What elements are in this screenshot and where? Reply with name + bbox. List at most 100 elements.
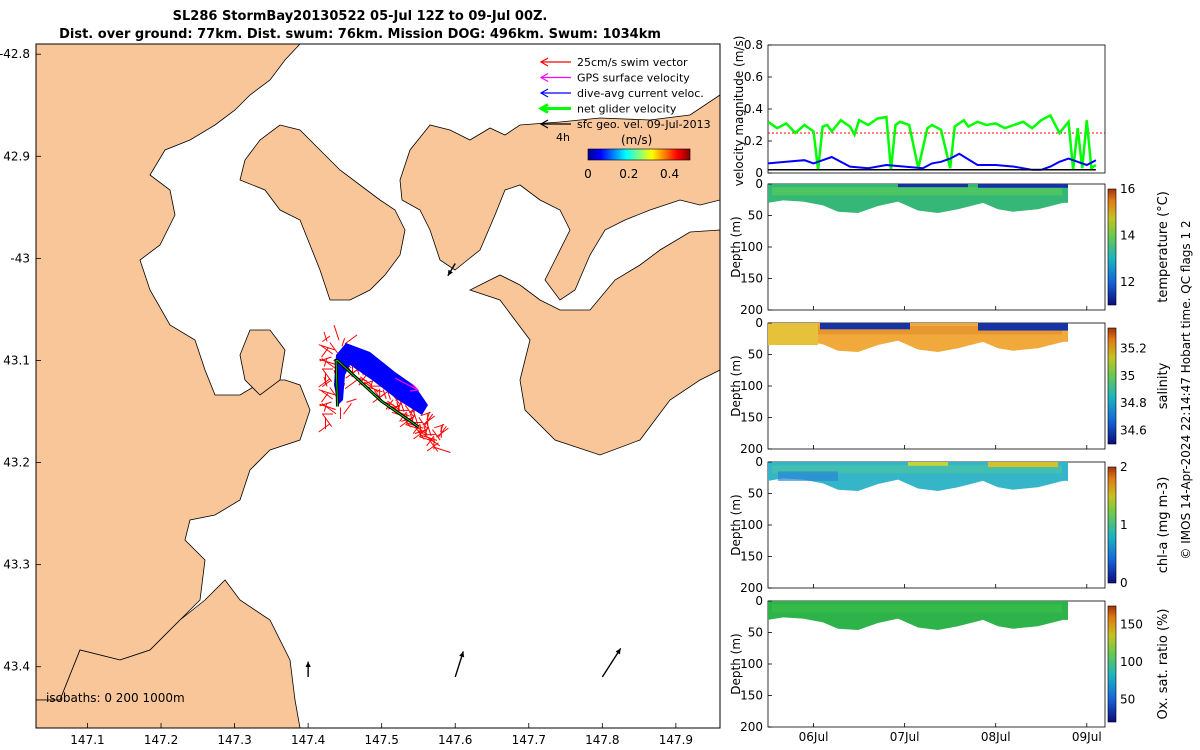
section-y-tick-label: 200 [740,442,763,456]
map-colorbar-ticks: 0 0.2 0.4 [584,167,679,181]
time-axis-tick-label: 09Jul [1072,730,1102,744]
map-y-tick-label: 43.3 [3,558,30,572]
swim-vector-arrow [319,356,332,362]
legend-arrowhead [539,72,549,83]
section-y-tick-label: 150 [740,689,763,703]
section-colorbar-tick-label: 2 [1120,460,1128,474]
section-colorbar-tick-label: 34.6 [1120,423,1147,437]
section-colorbar-label: salinity [1156,362,1171,409]
swim-vector-arrow [318,423,331,433]
section-surface-layer [978,184,1068,188]
swim-vector-arrow [318,378,331,388]
section-subsurface-layer [778,471,838,481]
section-surface-layer [988,462,1058,468]
section-y-tick-label: 200 [740,303,763,317]
section-y-tick-label: 200 [740,720,763,734]
time-label: 4h [556,131,570,144]
section-colorbar-tick-label: 1 [1120,518,1128,532]
legend-entry: dive-avg current veloc. [539,87,704,100]
velocity-y-tick-label: 0.6 [744,70,763,84]
swim-vector-arrow [426,442,439,452]
swim-vector-arrow [404,404,414,417]
swim-vector-arrow [321,358,337,370]
map-x-ticks: 147.1 147.2 147.3 147.4 147.5 147.6 147.7 147.8… [70,723,693,747]
inlet-east [468,229,720,456]
time-axis-tick-label: 06Jul [799,730,829,744]
section-surface-fresh [820,323,910,330]
legend-entry: sfc geo. vel. 09-Jul-2013 [539,118,711,131]
map-x-tick-label: 147.9 [659,733,693,747]
net-glider-velocity-track [335,360,419,428]
swim-vector-arrow [321,403,337,415]
section-y-tick-label: 50 [748,348,763,362]
swim-vector-arrow [343,403,352,415]
legend-label: sfc geo. vel. 09-Jul-2013 [577,118,711,131]
swim-vector-arrow [321,392,329,403]
swim-vector-arrow [434,424,445,429]
map-colorbar-tick-label: 0 [584,167,592,181]
swim-vector-arrow [363,381,379,393]
velocity-series-line [768,113,1097,171]
velocity-series [768,113,1097,171]
swim-vector-arrow [414,429,427,434]
swim-vector-arrow [380,390,389,398]
map-x-tick-label: 147.7 [512,733,546,747]
swim-vector-arrow [425,420,432,437]
section-colorbar-tick-label: 100 [1120,655,1143,669]
section-colorbar-tick-label: 34.8 [1120,396,1147,410]
section-surface-layer [898,184,968,188]
section-y-tick-label: 100 [740,379,763,393]
island-south [239,329,286,396]
legend-entry: GPS surface velocity [539,72,690,85]
section-panel: 0 50 100 150 200 Depth (m) 12 14 16 temperature (… [729,177,1171,317]
coast-southwest [36,579,301,728]
section-colorbar-tick-label: 35.2 [1120,341,1147,355]
figure-title-line1: SL286 StormBay20130522 05-Jul 12Z to 09-… [172,9,548,24]
map-colorbar [587,148,691,161]
swim-vector-arrow [333,324,340,341]
map-y-tick-label: 42.9 [3,149,30,163]
swim-vector-arrow [323,376,328,387]
section-colorbar [1107,327,1117,445]
section-y-tick-label: 100 [740,518,763,532]
section-y-tick-label: 50 [748,626,763,640]
swim-vector-arrow [424,426,429,436]
map-y-tick-label: 43.2 [3,456,30,470]
section-y-tick-label: 0 [755,177,763,191]
swim-vector-arrow [319,401,332,407]
section-data-layer [772,187,1062,196]
map-colorbar-tick-label: 0.4 [660,167,679,181]
section-ylabel: Depth (m) [729,633,743,694]
swim-vector-arrow [418,417,427,429]
sfc-geo-arrowhead [615,648,621,655]
section-y-tick-label: 100 [740,657,763,671]
section-colorbar-tick-label: 12 [1120,275,1135,289]
dive-avg-current-band [334,343,428,415]
velocity-panel: 0 0.2 0.4 0.6 0.8 velocity magnitude (m/s) [732,36,1106,187]
legend-label: GPS surface velocity [577,72,690,85]
velocity-ylabel: velocity magnitude (m/s) [732,36,746,187]
swim-vector-arrow [428,438,439,452]
legend-arrowhead [539,119,549,129]
swim-vector-arrow [344,379,358,390]
velocity-series-line [768,152,1097,171]
map-x-tick-label: 147.6 [438,733,472,747]
swim-vector-arrow [438,425,447,438]
map-x-tick-label: 147.1 [70,733,104,747]
velocity-y-tick-label: 0.4 [744,102,763,116]
section-y-tick-label: 200 [740,581,763,595]
velocity-axes [767,44,1106,174]
swim-vector-arrow [432,429,441,441]
section-y-tick-label: 50 [748,487,763,501]
swim-vector-arrow [426,411,431,421]
sfc-geo-arrow [447,263,456,277]
sfc-geo-arrowhead [305,661,311,668]
map-panel: 25cm/s swim vector GPS surface velocity di… [0,43,721,747]
colorbar-label: (m/s) [621,133,652,147]
section-colorbar-label: temperature (°C) [1156,191,1171,303]
swim-vector-arrow [322,413,333,427]
sfc-geo-arrow [601,647,622,678]
section-y-tick-label: 100 [740,240,763,254]
section-data-layer [772,465,1062,474]
